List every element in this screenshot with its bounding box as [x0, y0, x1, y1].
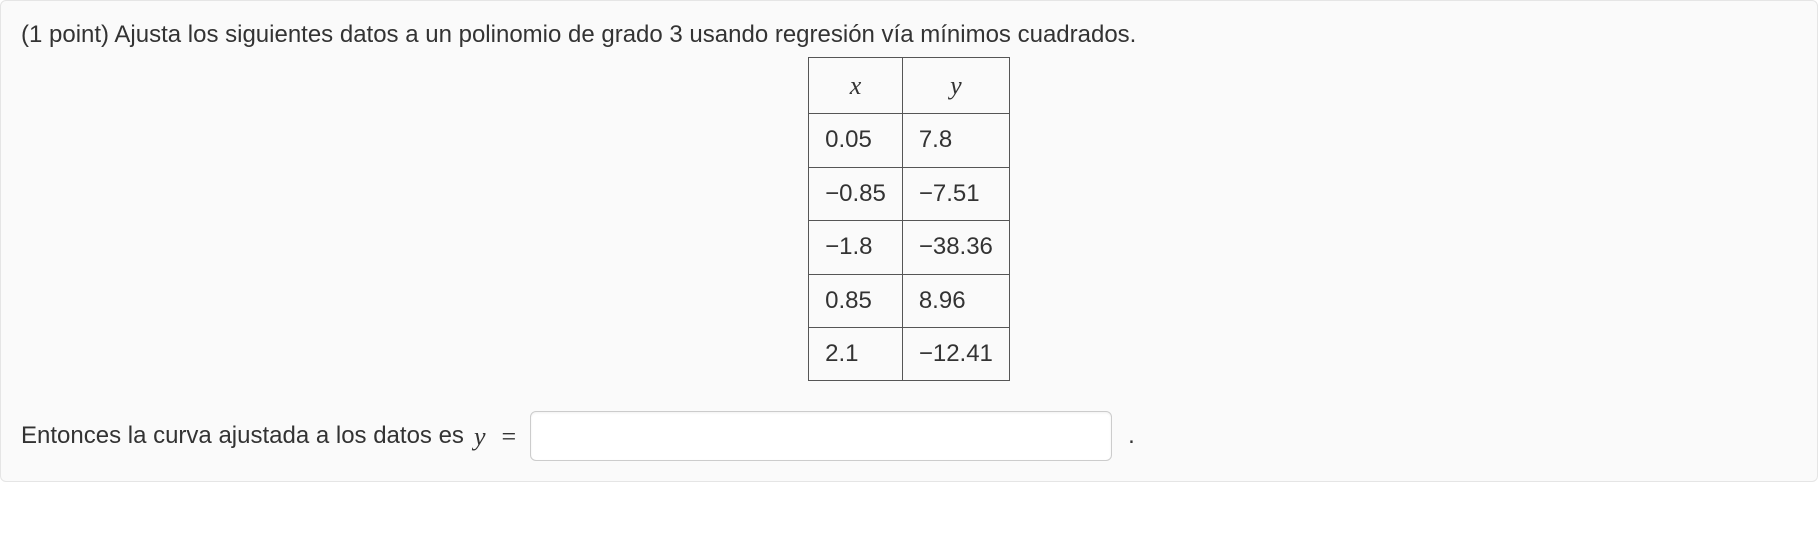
answer-trailing-dot: . [1128, 420, 1135, 452]
data-table: x y 0.05 7.8 −0.85 −7.51 −1.8 −38.36 0.8… [808, 57, 1010, 381]
col-header-x: x [809, 58, 903, 114]
table-row: 0.05 7.8 [809, 114, 1010, 167]
answer-row: Entonces la curva ajustada a los datos e… [21, 411, 1797, 461]
points-label: (1 point) [21, 21, 114, 48]
cell-y: −12.41 [902, 328, 1009, 381]
problem-statement: (1 point) Ajusta los siguientes datos a … [21, 19, 1797, 51]
table-row: 2.1 −12.41 [809, 328, 1010, 381]
cell-x: −0.85 [809, 167, 903, 220]
answer-variable: y [474, 419, 486, 454]
table-row: 0.85 8.96 [809, 274, 1010, 327]
problem-container: (1 point) Ajusta los siguientes datos a … [0, 0, 1818, 482]
equals-sign: = [501, 419, 516, 454]
table-row: −0.85 −7.51 [809, 167, 1010, 220]
cell-y: 8.96 [902, 274, 1009, 327]
cell-x: 2.1 [809, 328, 903, 381]
cell-x: −1.8 [809, 221, 903, 274]
table-header-row: x y [809, 58, 1010, 114]
table-row: −1.8 −38.36 [809, 221, 1010, 274]
statement-text: Ajusta los siguientes datos a un polinom… [114, 21, 1136, 48]
answer-prompt: Entonces la curva ajustada a los datos e… [21, 420, 464, 452]
answer-input[interactable] [530, 411, 1112, 461]
col-header-y: y [902, 58, 1009, 114]
cell-x: 0.05 [809, 114, 903, 167]
cell-y: 7.8 [902, 114, 1009, 167]
cell-x: 0.85 [809, 274, 903, 327]
cell-y: −7.51 [902, 167, 1009, 220]
cell-y: −38.36 [902, 221, 1009, 274]
